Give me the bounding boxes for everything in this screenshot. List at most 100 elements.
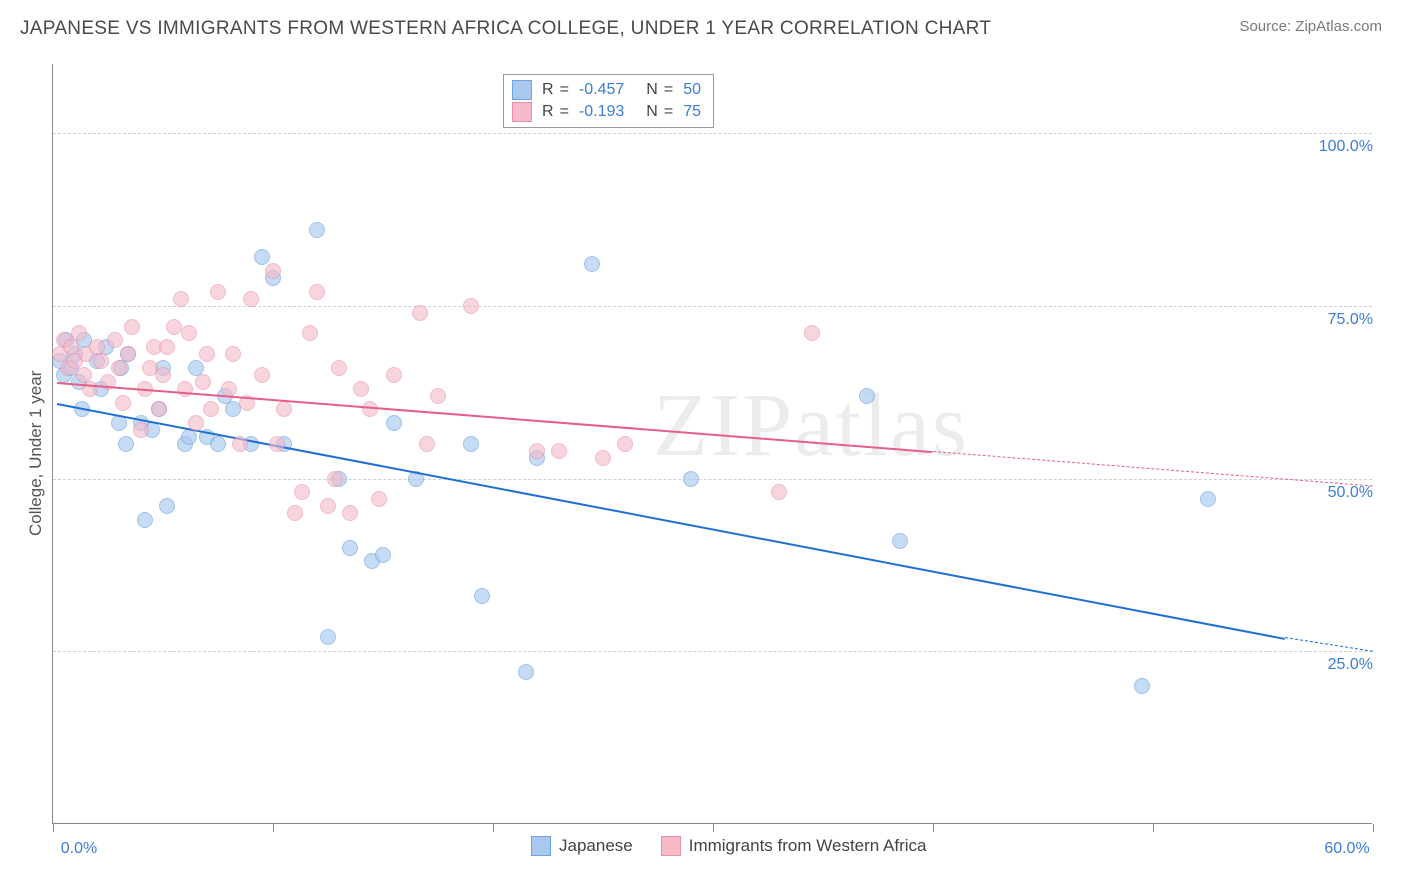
scatter-point [120, 346, 136, 362]
scatter-point [551, 443, 567, 459]
legend-swatch [531, 836, 551, 856]
scatter-point [463, 436, 479, 452]
plot-area: 25.0%50.0%75.0%100.0%0.0%60.0%ZIPatlasR=… [52, 64, 1372, 824]
watermark: ZIPatlas [653, 374, 969, 477]
scatter-point [118, 436, 134, 452]
scatter-point [419, 436, 435, 452]
x-max-label: 60.0% [1324, 840, 1369, 858]
scatter-point [107, 332, 123, 348]
scatter-point [254, 249, 270, 265]
scatter-point [859, 388, 875, 404]
y-axis-title: College, Under 1 year [26, 371, 46, 536]
scatter-point [309, 284, 325, 300]
scatter-point [173, 291, 189, 307]
x-tick [933, 824, 934, 832]
stat-n-label: N [646, 103, 658, 121]
scatter-point [771, 484, 787, 500]
x-tick [713, 824, 714, 832]
scatter-point [683, 471, 699, 487]
stat-n-value: 50 [683, 81, 701, 99]
scatter-point [302, 325, 318, 341]
scatter-point [474, 588, 490, 604]
scatter-point [151, 401, 167, 417]
scatter-point [243, 291, 259, 307]
legend-swatch [512, 80, 532, 100]
stat-n-value: 75 [683, 103, 701, 121]
scatter-point [412, 305, 428, 321]
stat-eq: = [664, 81, 673, 99]
stats-legend: R = -0.457 N = 50 R = -0.193 N = 75 [503, 74, 714, 128]
scatter-point [155, 367, 171, 383]
stats-row: R = -0.193 N = 75 [512, 101, 703, 123]
stat-eq: = [560, 103, 569, 121]
scatter-point [362, 401, 378, 417]
legend-swatch [661, 836, 681, 856]
scatter-point [111, 360, 127, 376]
scatter-point [371, 491, 387, 507]
scatter-point [159, 498, 175, 514]
scatter-point [210, 436, 226, 452]
scatter-point [320, 498, 336, 514]
scatter-point [353, 381, 369, 397]
legend-item: Japanese [531, 836, 633, 856]
scatter-point [225, 346, 241, 362]
scatter-point [386, 367, 402, 383]
scatter-point [518, 664, 534, 680]
scatter-point [386, 415, 402, 431]
bottom-legend: Japanese Immigrants from Western Africa [531, 836, 926, 856]
scatter-point [137, 512, 153, 528]
scatter-point [463, 298, 479, 314]
scatter-point [287, 505, 303, 521]
scatter-point [309, 222, 325, 238]
scatter-point [124, 319, 140, 335]
stat-r-label: R [542, 103, 554, 121]
scatter-point [166, 319, 182, 335]
scatter-point [71, 325, 87, 341]
scatter-point [265, 263, 281, 279]
trend-line-extension [933, 451, 1373, 487]
gridline [53, 133, 1372, 134]
scatter-point [254, 367, 270, 383]
scatter-point [195, 374, 211, 390]
stats-row: R = -0.457 N = 50 [512, 79, 703, 101]
scatter-point [595, 450, 611, 466]
legend-label: Immigrants from Western Africa [689, 836, 927, 856]
scatter-point [804, 325, 820, 341]
stat-r-value: -0.193 [579, 103, 624, 121]
source-label: Source: ZipAtlas.com [1239, 18, 1382, 35]
scatter-point [188, 415, 204, 431]
legend-swatch [512, 102, 532, 122]
scatter-point [617, 436, 633, 452]
scatter-point [584, 256, 600, 272]
scatter-point [1134, 678, 1150, 694]
scatter-point [892, 533, 908, 549]
y-tick-label: 25.0% [1303, 656, 1373, 674]
scatter-point [199, 346, 215, 362]
stat-n-label: N [646, 81, 658, 99]
scatter-point [269, 436, 285, 452]
y-tick-label: 75.0% [1303, 311, 1373, 329]
gridline [53, 479, 1372, 480]
scatter-point [529, 443, 545, 459]
scatter-point [93, 353, 109, 369]
scatter-point [430, 388, 446, 404]
stat-r-value: -0.457 [579, 81, 624, 99]
stat-eq: = [560, 81, 569, 99]
scatter-point [342, 505, 358, 521]
scatter-point [82, 381, 98, 397]
y-tick-label: 50.0% [1303, 484, 1373, 502]
trend-line-extension [1285, 637, 1373, 652]
stat-eq: = [664, 103, 673, 121]
chart-container: College, Under 1 year 25.0%50.0%75.0%100… [46, 56, 1386, 846]
scatter-point [115, 395, 131, 411]
x-tick [53, 824, 54, 832]
x-tick [1373, 824, 1374, 832]
stat-r-label: R [542, 81, 554, 99]
x-tick [1153, 824, 1154, 832]
legend-label: Japanese [559, 836, 633, 856]
scatter-point [375, 547, 391, 563]
legend-item: Immigrants from Western Africa [661, 836, 927, 856]
scatter-point [320, 629, 336, 645]
x-min-label: 0.0% [61, 840, 97, 858]
scatter-point [133, 422, 149, 438]
